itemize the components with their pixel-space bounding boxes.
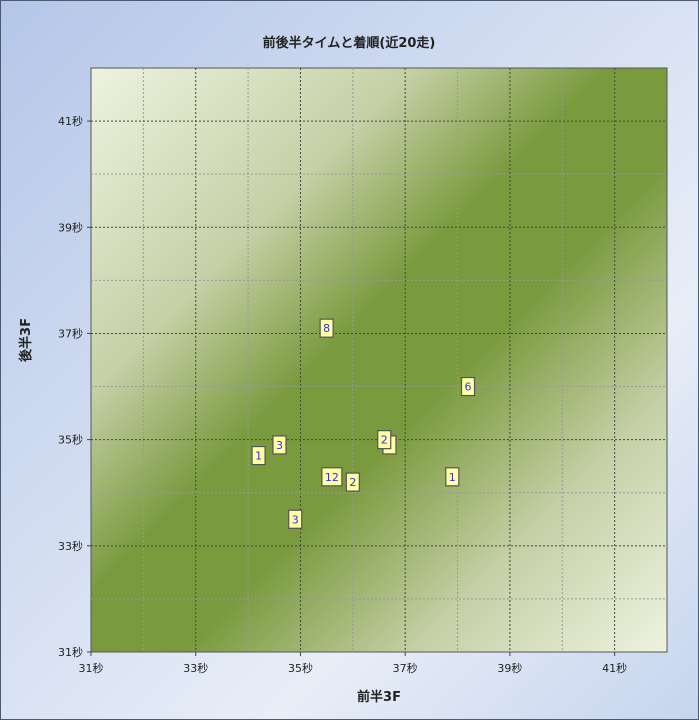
data-point-marker xyxy=(251,445,266,466)
data-point-marker xyxy=(377,430,392,450)
data-point: 1 xyxy=(251,445,266,466)
data-point-label: 1 xyxy=(255,450,262,463)
y-tick-label: 35秒 xyxy=(58,433,83,447)
data-point-label: 3 xyxy=(276,439,283,452)
data-point-marker xyxy=(321,467,343,487)
data-point-marker xyxy=(319,318,334,338)
data-point-label: 12 xyxy=(325,471,339,484)
data-point-label: 3 xyxy=(292,513,299,526)
data-point: 1 xyxy=(445,467,460,487)
chart-title: 前後半タイムと着順(近20走) xyxy=(263,35,436,51)
data-point-marker xyxy=(288,509,303,529)
data-point-marker xyxy=(460,376,476,397)
data-point: 8 xyxy=(319,318,334,338)
data-point: 3 xyxy=(288,509,303,529)
y-axis-label: 後半3F xyxy=(18,318,34,362)
plot-area xyxy=(90,67,668,653)
data-point-label: 2 xyxy=(381,434,388,447)
data-point-marker xyxy=(272,435,287,455)
data-point: 2 xyxy=(377,430,392,450)
x-tick-label: 37秒 xyxy=(393,661,418,675)
y-tick-label: 37秒 xyxy=(58,326,83,340)
data-point: 2 xyxy=(345,472,360,492)
y-tick-label: 41秒 xyxy=(58,114,83,128)
x-tick-label: 41秒 xyxy=(602,661,627,675)
data-point-label: 8 xyxy=(323,322,330,335)
data-point: 12 xyxy=(321,467,343,487)
x-axis-label: 前半3F xyxy=(357,689,401,705)
y-tick-label: 31秒 xyxy=(58,645,83,659)
x-tick-label: 39秒 xyxy=(497,661,522,675)
x-tick-label: 33秒 xyxy=(183,661,208,675)
x-tick-label: 31秒 xyxy=(79,661,104,675)
data-point-label: 1 xyxy=(449,471,456,484)
data-point-label: 6 xyxy=(465,381,472,394)
y-tick-label: 33秒 xyxy=(58,539,83,553)
y-tick-label: 39秒 xyxy=(58,220,83,234)
data-point: 6 xyxy=(460,376,476,397)
data-point-marker xyxy=(445,467,460,487)
data-point: 3 xyxy=(272,435,287,455)
data-point-marker xyxy=(345,472,360,492)
data-point-label: 2 xyxy=(349,476,356,489)
x-tick-label: 35秒 xyxy=(288,661,313,675)
